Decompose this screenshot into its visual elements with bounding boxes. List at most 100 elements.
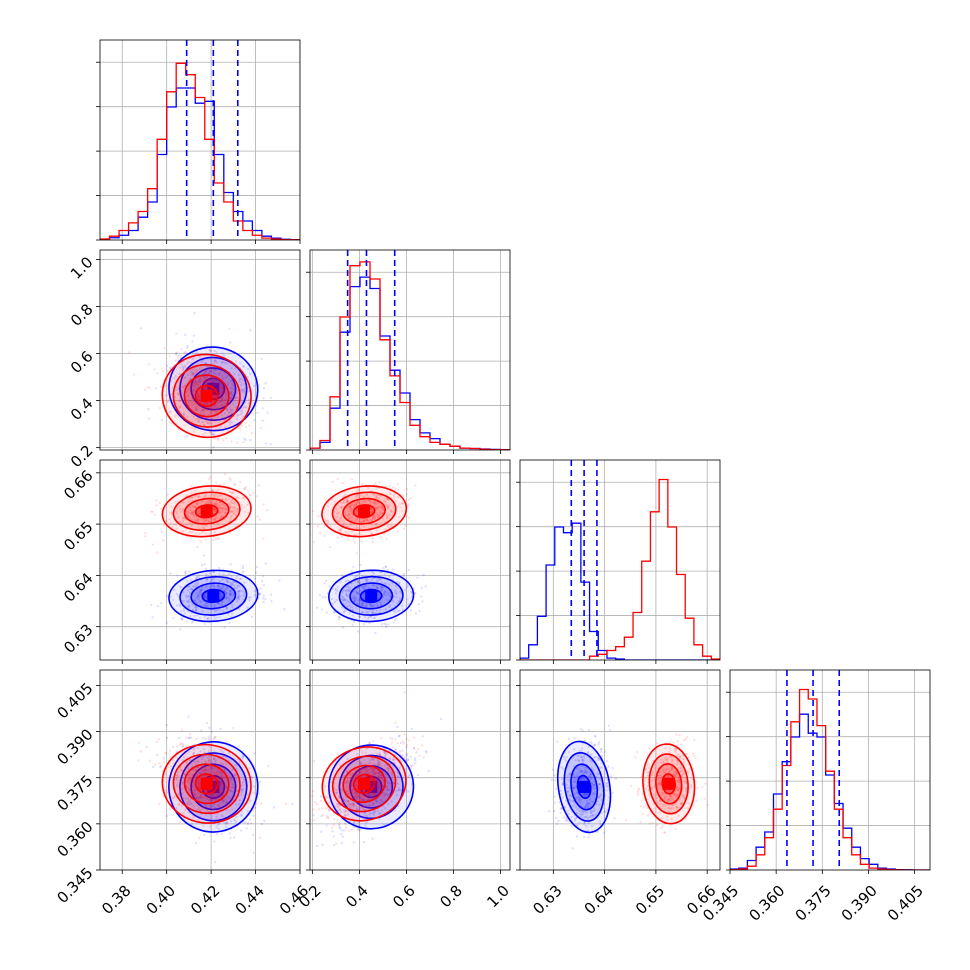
scatter-panel-3-1: 0.2 0.4 0.6 0.8 1.0	[295, 669, 513, 912]
contour-1-0-series-1-0	[194, 384, 219, 408]
scatter-panel-3-0: 0.38 0.40 0.42 0.44 0.460.3450.3600.3750.390…	[53, 669, 312, 918]
y-tick-label-2-1: 0.64	[60, 569, 96, 605]
panel-frame-0-0	[99, 39, 301, 241]
panel-frame-3-1	[309, 669, 511, 871]
contour-3-0-series-0-3	[168, 741, 259, 833]
histogram-step-0-series-0	[100, 87, 300, 240]
contour-2-0-series-0-0	[201, 588, 226, 604]
contour-2-1-series-0-3	[328, 569, 415, 623]
density-peak-3-0-series-1	[200, 777, 213, 790]
y-tick-label-3-1: 0.360	[53, 818, 96, 861]
density-peak-2-0-series-0	[207, 589, 220, 602]
x-tick-label-1-3: 0.8	[436, 882, 466, 912]
density-peak-3-2-series-0	[578, 780, 591, 793]
density-peak-2-1-series-0	[365, 589, 378, 602]
contour-2-1-series-0-1	[349, 582, 394, 610]
contour-1-0-series-0-2	[179, 356, 248, 421]
contour-3-2-series-1-3	[642, 743, 696, 825]
panel-frame-3-0	[99, 669, 301, 871]
contour-2-0-series-0-1	[190, 582, 237, 610]
x-tick-label-2-0: 0.63	[529, 882, 565, 918]
contour-3-0-series-1-0	[194, 773, 219, 795]
x-tick-label-1-4: 1.0	[483, 882, 513, 912]
contour-2-1-series-1-0	[352, 504, 376, 519]
contour-2-0-series-1-3	[161, 485, 252, 538]
contour-2-1-series-1-2	[331, 491, 397, 532]
contour-3-2-series-0-0	[576, 774, 592, 800]
density-peak-3-1-series-1	[358, 777, 371, 790]
x-tick-label-1-1: 0.4	[342, 882, 372, 912]
histogram-step-2-series-1	[520, 478, 720, 660]
histogram-panel-0	[96, 39, 301, 244]
contour-3-0-series-1-3	[161, 743, 252, 824]
scatter-panel-1-0: 0.2 0.4 0.6 0.8 1.0	[67, 249, 301, 471]
x-tick-label-1-2: 0.6	[389, 882, 419, 912]
x-tick-label-0-0: 0.38	[98, 882, 134, 918]
y-tick-label-3-4: 0.405	[53, 679, 96, 722]
panel-frame-1-0	[99, 249, 301, 451]
y-tick-label-2-2: 0.65	[60, 518, 96, 554]
contour-1-0-series-0-3	[168, 346, 259, 432]
contour-3-2-series-0-3	[556, 740, 612, 834]
contour-1-0-series-1-2	[172, 363, 241, 428]
y-tick-label-1-0: 0.2	[67, 441, 97, 471]
contour-2-1-series-0-0	[359, 588, 383, 604]
histogram-step-2-series-0	[520, 522, 720, 660]
contour-3-1-series-1-1	[342, 764, 386, 804]
contour-3-1-series-0-0	[359, 775, 383, 799]
panel-frame-1-1	[309, 249, 511, 451]
density-peak-3-2-series-1	[662, 777, 675, 790]
contour-3-2-series-0-1	[570, 763, 599, 811]
scatter-points-3-0-series-1	[137, 726, 288, 840]
density-peak-2-0-series-1	[200, 505, 213, 518]
y-tick-label-1-1: 0.4	[67, 394, 97, 424]
x-tick-label-2-1: 0.64	[581, 882, 617, 918]
x-tick-label-2-2: 0.65	[632, 882, 668, 918]
histogram-panel-1	[306, 249, 511, 454]
density-peak-2-1-series-1	[358, 505, 371, 518]
panel-frame-2-0	[99, 459, 301, 661]
y-tick-label-1-4: 1.0	[67, 253, 97, 283]
histogram-step-3-series-1	[730, 688, 930, 870]
x-tick-label-3-1: 0.360	[745, 882, 788, 925]
contour-2-0-series-1-2	[172, 491, 241, 532]
panel-frame-2-2	[519, 459, 721, 661]
contour-2-0-series-1-1	[183, 497, 230, 525]
contour-2-0-series-0-2	[179, 575, 248, 616]
y-tick-label-1-2: 0.6	[67, 347, 97, 377]
contour-2-0-series-0-3	[168, 569, 259, 623]
x-tick-label-3-3: 0.390	[838, 882, 881, 925]
contour-3-2-series-1-2	[648, 753, 689, 815]
histogram-panel-2	[516, 459, 721, 664]
contour-2-1-series-0-2	[338, 575, 404, 616]
x-tick-label-0-3: 0.44	[232, 882, 268, 918]
contour-1-0-series-1-3	[161, 353, 252, 439]
contour-3-0-series-1-1	[183, 763, 230, 805]
y-tick-label-1-3: 0.8	[67, 300, 97, 330]
contour-3-2-series-0-2	[563, 751, 605, 822]
y-tick-label-3-3: 0.390	[53, 725, 96, 768]
contour-3-1-series-1-2	[331, 755, 397, 813]
x-tick-label-3-2: 0.375	[792, 882, 835, 925]
contour-3-0-series-0-2	[179, 752, 248, 822]
histogram-step-1-series-1	[310, 261, 510, 450]
y-tick-label-3-0: 0.345	[53, 864, 96, 907]
histogram-step-3-series-0	[730, 713, 930, 870]
scatter-panel-3-2: 0.63 0.64 0.65 0.66	[516, 669, 721, 918]
scatter-panel-2-1	[306, 459, 511, 664]
contour-1-0-series-1-1	[183, 374, 230, 418]
panel-frame-3-3	[729, 669, 931, 871]
panel-frame-3-2	[519, 669, 721, 871]
histogram-panel-3: 0.345 0.360 0.375 0.390 0.405	[699, 669, 931, 925]
x-tick-label-0-2: 0.42	[187, 882, 223, 918]
panel-frame-2-1	[309, 459, 511, 661]
density-peak-1-0-series-1	[200, 389, 213, 402]
y-tick-label-2-0: 0.63	[60, 620, 96, 656]
scatter-panel-2-0: 0.63 0.64 0.65 0.66	[60, 459, 301, 664]
y-tick-label-2-3: 0.66	[60, 467, 96, 503]
histogram-step-0-series-1	[100, 62, 300, 240]
x-tick-label-0-1: 0.40	[143, 882, 179, 918]
contour-3-2-series-1-0	[661, 773, 676, 795]
contour-3-2-series-1-1	[655, 763, 683, 805]
